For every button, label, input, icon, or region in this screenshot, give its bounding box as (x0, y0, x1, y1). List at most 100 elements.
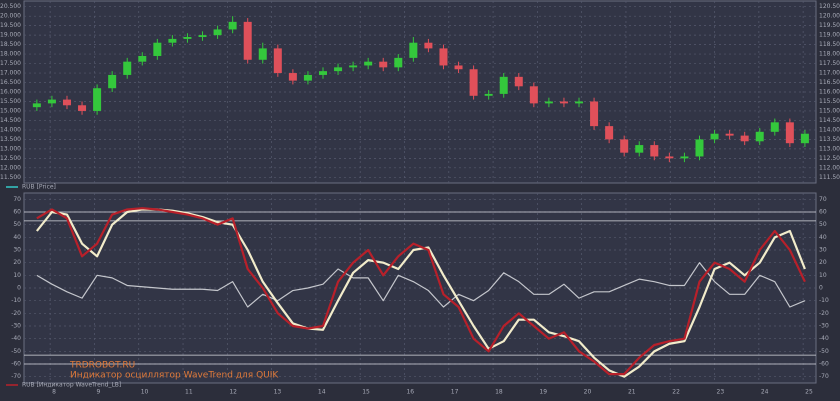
y-tick-label: 114.500 (0, 117, 21, 124)
y-tick-label: -30 (11, 323, 21, 330)
y-tick-label: 111.500 (819, 174, 840, 181)
y-tick-label: 70 (13, 196, 21, 203)
candle-body (635, 145, 644, 153)
candle-body (47, 99, 56, 104)
y-tick-label: 114.000 (819, 126, 840, 133)
y-tick-label: 116.000 (0, 89, 21, 96)
y-tick-label: 119.000 (0, 32, 21, 39)
candle-body (755, 131, 764, 142)
y-tick-label: -20 (11, 310, 21, 317)
y-tick-label: 120.500 (819, 3, 840, 10)
x-tick-label: 18 (495, 389, 503, 396)
y-tick-label: 117.500 (819, 60, 840, 67)
y-tick-label: 119.000 (819, 32, 840, 39)
y-tick-label: -20 (819, 310, 829, 317)
candle-body (364, 61, 373, 66)
candle-body (499, 76, 508, 94)
y-tick-label: 120.500 (0, 3, 21, 10)
candle-body (138, 55, 147, 62)
y-tick-label: 70 (819, 196, 827, 203)
y-tick-label: 112.000 (0, 164, 21, 171)
candle-body (409, 42, 418, 58)
candle-body (123, 61, 132, 75)
indicator-title: TRDROBOT.RU (69, 361, 135, 371)
y-tick-label: -50 (11, 348, 21, 355)
y-tick-label: -70 (11, 373, 21, 380)
x-tick-label: 9 (96, 389, 100, 396)
candle-body (575, 101, 584, 104)
y-tick-label: 30 (13, 247, 21, 254)
y-tick-label: 114.500 (819, 117, 840, 124)
candle-body (379, 61, 388, 68)
candle-body (770, 122, 779, 132)
y-tick-label: 117.500 (0, 60, 21, 67)
y-tick-label: 116.500 (0, 79, 21, 86)
y-tick-label: -60 (819, 361, 829, 368)
candle-body (78, 105, 87, 111)
y-tick-label: 10 (13, 272, 21, 279)
candle-body (318, 71, 327, 75)
y-tick-label: 113.500 (0, 136, 21, 143)
y-tick-label: 119.500 (0, 22, 21, 29)
candle-body (349, 65, 358, 68)
candle-body (198, 35, 207, 38)
y-tick-label: 40 (819, 234, 827, 241)
y-tick-label: 112.000 (819, 164, 840, 171)
y-tick-label: -40 (819, 335, 829, 342)
candle-body (740, 135, 749, 142)
x-tick-label: 15 (362, 389, 370, 396)
x-tick-label: 10 (141, 389, 149, 396)
y-tick-label: 117.000 (0, 70, 21, 77)
x-tick-label: 17 (451, 389, 459, 396)
candle-body (213, 29, 222, 36)
candle-body (108, 74, 117, 89)
indicator-subtitle: Индикатор осциллятор WaveTrend для QUIK (70, 371, 279, 381)
y-tick-label: 120.000 (0, 13, 21, 20)
candle-body (559, 101, 568, 104)
candle-body (334, 67, 343, 72)
legend-label: RUB [Price] (22, 184, 56, 191)
y-tick-label: 118.500 (0, 41, 21, 48)
y-tick-label: -60 (11, 361, 21, 368)
y-tick-label: 120.000 (819, 13, 840, 20)
candle-body (288, 73, 297, 81)
y-tick-label: 50 (13, 221, 21, 228)
candle-body (454, 65, 463, 70)
y-tick-label: 116.500 (819, 79, 840, 86)
y-tick-label: 40 (13, 234, 21, 241)
x-tick-label: 23 (717, 389, 725, 396)
candle-body (710, 133, 719, 140)
candle-body (785, 122, 794, 144)
candle-body (514, 76, 523, 87)
candle-body (93, 88, 102, 111)
y-tick-label: 114.000 (0, 126, 21, 133)
y-tick-label: 112.500 (0, 155, 21, 162)
candle-body (620, 139, 629, 153)
x-tick-label: 13 (274, 389, 282, 396)
y-tick-label: 60 (13, 209, 21, 216)
x-tick-label: 11 (185, 389, 193, 396)
candle-body (695, 139, 704, 157)
y-tick-label: 119.500 (819, 22, 840, 29)
legend-label: RUB [Индикатор WaveTrend_LB] (22, 382, 121, 389)
candle-body (394, 57, 403, 68)
candle-body (424, 42, 433, 49)
candle-body (665, 156, 674, 159)
candle-body (273, 48, 282, 74)
y-tick-label: 115.000 (819, 107, 840, 114)
y-tick-label: 115.500 (0, 98, 21, 105)
candle-body (544, 101, 553, 104)
y-tick-label: -30 (819, 323, 829, 330)
x-tick-label: 12 (229, 389, 237, 396)
candle-body (469, 69, 478, 96)
y-tick-label: 118.000 (0, 51, 21, 58)
candle-body (183, 37, 192, 39)
x-tick-label: 19 (539, 389, 547, 396)
y-tick-label: 112.500 (819, 155, 840, 162)
candle-body (32, 103, 41, 108)
candle-body (800, 133, 809, 144)
candle-body (725, 133, 734, 136)
y-tick-label: 50 (819, 221, 827, 228)
y-tick-label: -40 (11, 335, 21, 342)
y-tick-label: -10 (11, 297, 21, 304)
